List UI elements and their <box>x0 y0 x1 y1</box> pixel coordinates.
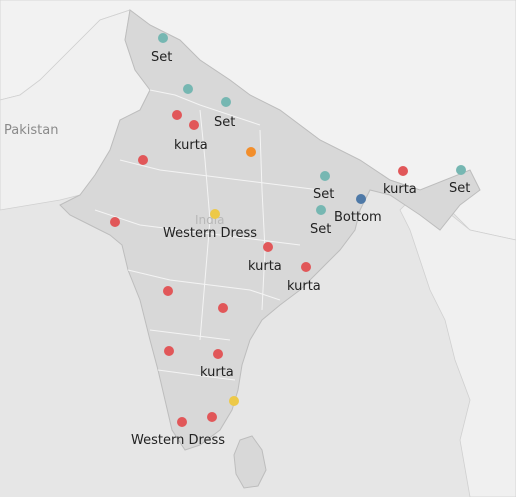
land-east <box>399 189 516 497</box>
point-bottom[interactable] <box>356 194 366 204</box>
country-label-india: India <box>195 213 224 227</box>
label-kurta: kurta <box>200 365 234 380</box>
country-label-pakistan: Pakistan <box>4 123 58 138</box>
point-kurta[interactable] <box>213 349 223 359</box>
state-borders <box>94 89 321 381</box>
label-set: Set <box>313 187 334 202</box>
label-kurta: kurta <box>287 279 321 294</box>
label-bottom: Bottom <box>334 210 382 225</box>
point-kurta[interactable] <box>172 110 182 120</box>
point-western-dress[interactable] <box>229 396 239 406</box>
label-kurta: kurta <box>383 182 417 197</box>
point-kurta[interactable] <box>110 217 120 227</box>
point-kurta[interactable] <box>189 120 199 130</box>
point-set[interactable] <box>456 165 466 175</box>
point-western-dress[interactable] <box>210 209 220 219</box>
data-points[interactable] <box>110 33 466 427</box>
point-kurta[interactable] <box>177 417 187 427</box>
label-kurta: kurta <box>248 259 282 274</box>
label-western-dress: Western Dress <box>131 433 225 448</box>
india-land <box>59 9 481 451</box>
label-set: Set <box>449 181 470 196</box>
point-set[interactable] <box>158 33 168 43</box>
point-kurta[interactable] <box>163 286 173 296</box>
point-labels: Set Set kurta Set Set kurta Bottom Set W… <box>131 50 470 448</box>
point-kurta[interactable] <box>138 155 148 165</box>
point-set[interactable] <box>320 171 330 181</box>
point-set[interactable] <box>221 97 231 107</box>
point-other[interactable] <box>246 147 256 157</box>
label-set: Set <box>214 115 235 130</box>
label-set: Set <box>310 222 331 237</box>
point-kurta[interactable] <box>164 346 174 356</box>
label-kurta: kurta <box>174 138 208 153</box>
label-western-dress: Western Dress <box>163 226 257 241</box>
point-kurta[interactable] <box>263 242 273 252</box>
point-kurta[interactable] <box>301 262 311 272</box>
point-kurta[interactable] <box>207 412 217 422</box>
label-set: Set <box>151 50 172 65</box>
point-set[interactable] <box>316 205 326 215</box>
point-kurta[interactable] <box>218 303 228 313</box>
point-kurta[interactable] <box>398 166 408 176</box>
point-set[interactable] <box>183 84 193 94</box>
sri-lanka-land <box>233 435 267 489</box>
